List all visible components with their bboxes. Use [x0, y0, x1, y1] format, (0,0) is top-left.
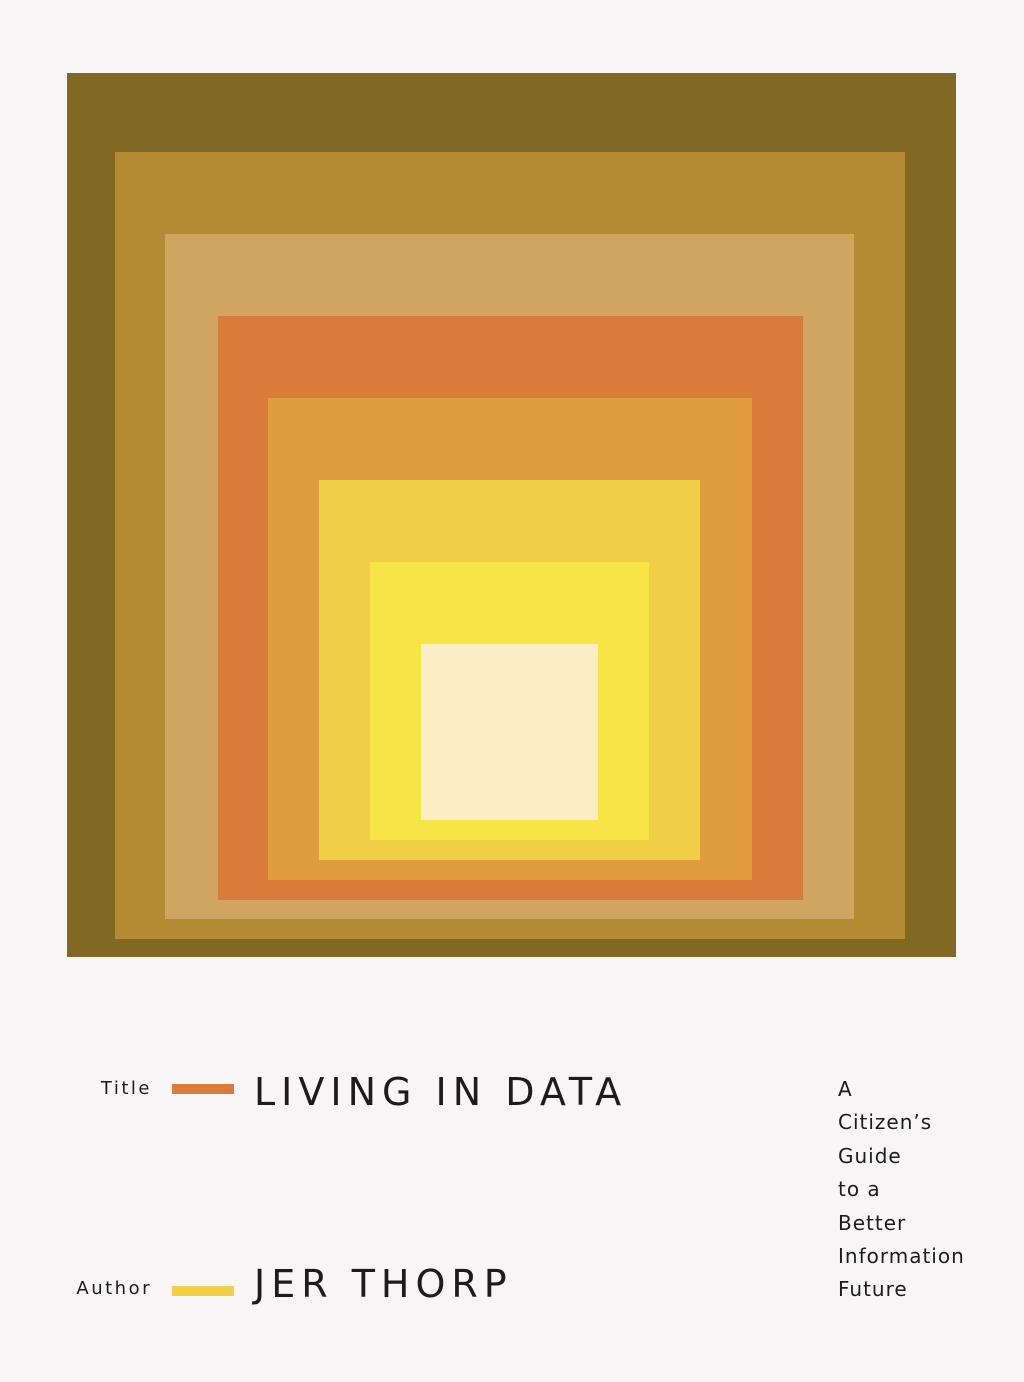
subtitle-line: Citizen’s — [838, 1110, 933, 1135]
title-rule — [172, 1084, 234, 1094]
subtitle-line: A — [838, 1077, 853, 1101]
title-label: Title — [100, 1078, 152, 1099]
author-name: JER THORP — [254, 1262, 513, 1306]
square-8 — [421, 644, 598, 820]
subtitle-line: Information — [838, 1244, 965, 1269]
subtitle-line: Guide — [838, 1143, 902, 1168]
subtitle-line: Better — [838, 1210, 907, 1235]
subtitle: A Citizen’s Guide to a Better Informatio… — [838, 1073, 1008, 1307]
book-title: LIVING IN DATA — [254, 1070, 628, 1114]
author-label: Author — [76, 1278, 152, 1299]
subtitle-line: to a — [838, 1177, 881, 1202]
nested-squares-artwork — [67, 73, 956, 957]
author-rule — [172, 1286, 234, 1296]
subtitle-line: Future — [838, 1277, 908, 1302]
